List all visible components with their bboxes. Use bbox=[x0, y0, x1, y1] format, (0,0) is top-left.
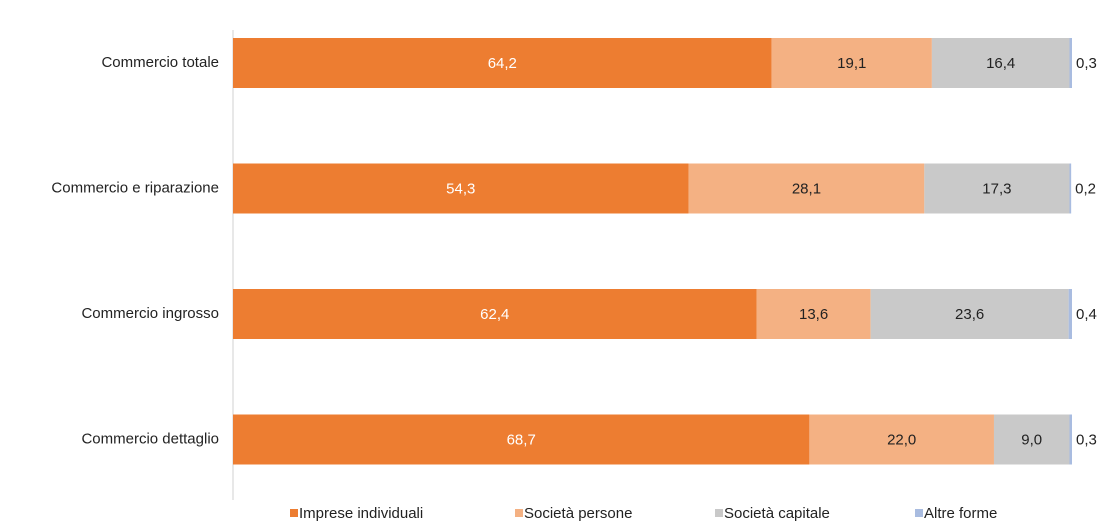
y-tick-label: Commercio ingrosso bbox=[81, 305, 219, 322]
value-label: 0,3 bbox=[1076, 431, 1097, 448]
bar-segment bbox=[809, 414, 994, 465]
value-label: 22,0 bbox=[887, 431, 916, 448]
legend-marker bbox=[715, 509, 723, 517]
bar-segment bbox=[870, 289, 1069, 339]
bar-segment bbox=[1069, 414, 1072, 465]
bar-segment bbox=[924, 163, 1070, 214]
bar-segment bbox=[233, 289, 757, 339]
y-tick-label: Commercio dettaglio bbox=[81, 430, 219, 447]
value-label: 16,4 bbox=[986, 55, 1015, 72]
bar-segment bbox=[233, 38, 772, 88]
bar-segment bbox=[233, 163, 689, 214]
value-label: 23,6 bbox=[955, 306, 984, 323]
bar-segment bbox=[993, 414, 1070, 465]
legend-marker bbox=[290, 509, 298, 517]
value-label: 68,7 bbox=[507, 431, 536, 448]
bar-segment bbox=[1068, 289, 1072, 339]
value-label: 62,4 bbox=[480, 306, 509, 323]
value-label: 0,2 bbox=[1075, 180, 1096, 197]
legend-label: Altre forme bbox=[924, 505, 997, 521]
bar-segment bbox=[688, 163, 925, 214]
value-label: 19,1 bbox=[837, 55, 866, 72]
legend-marker bbox=[915, 509, 923, 517]
value-label: 64,2 bbox=[488, 55, 517, 72]
value-label: 54,3 bbox=[446, 180, 475, 197]
y-tick-label: Commercio e riparazione bbox=[51, 179, 219, 196]
value-label: 17,3 bbox=[982, 180, 1011, 197]
legend-label: Imprese individuali bbox=[299, 505, 423, 521]
value-label: 0,4 bbox=[1076, 306, 1097, 323]
bar-segment bbox=[771, 38, 932, 88]
bar-segment bbox=[1069, 38, 1072, 88]
bar-segment bbox=[931, 38, 1070, 88]
legend-marker bbox=[515, 509, 523, 517]
bar-segment bbox=[1069, 163, 1072, 214]
bar-segment bbox=[756, 289, 871, 339]
bar-segment bbox=[233, 414, 810, 465]
value-label: 0,3 bbox=[1076, 55, 1097, 72]
legend-label: Società persone bbox=[524, 505, 632, 521]
value-label: 13,6 bbox=[799, 306, 828, 323]
legend-label: Società capitale bbox=[724, 505, 830, 521]
value-label: 28,1 bbox=[792, 180, 821, 197]
value-label: 9,0 bbox=[1021, 431, 1042, 448]
y-tick-label: Commercio totale bbox=[101, 54, 219, 71]
